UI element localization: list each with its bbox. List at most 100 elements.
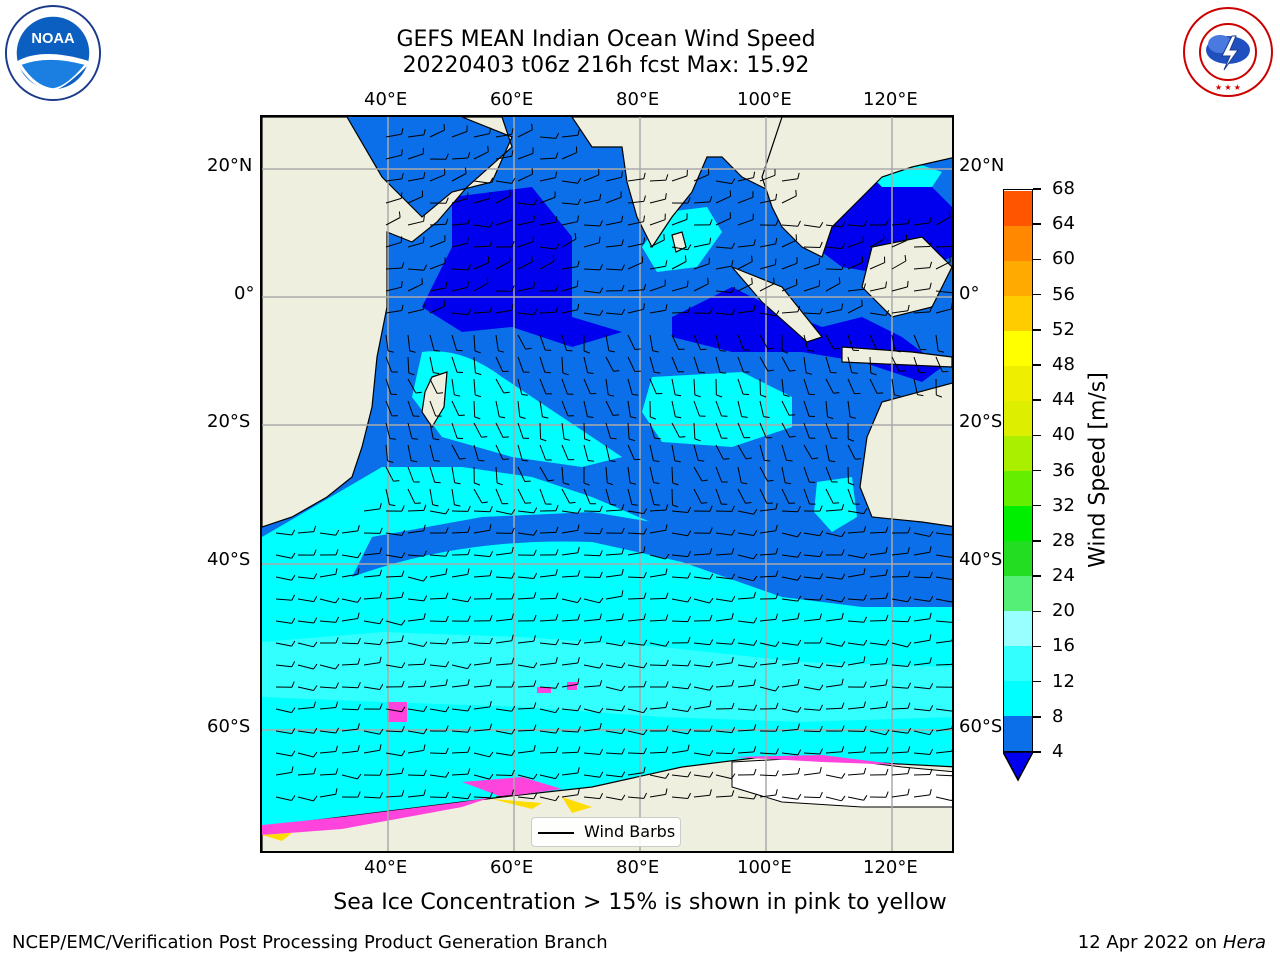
wind-barb-flag <box>709 789 712 796</box>
wind-barb <box>891 240 907 248</box>
wind-barb-flag <box>797 172 800 179</box>
wind-barb-flag <box>753 793 758 800</box>
wind-barb <box>385 752 402 757</box>
wind-barb <box>627 243 644 248</box>
wind-barb-flag <box>423 658 427 665</box>
colorbar-tick <box>1033 575 1041 577</box>
wind-barb <box>759 283 775 292</box>
wind-barb-flag <box>709 597 714 604</box>
wind-barb <box>649 707 666 710</box>
wind-barb-legend-line <box>538 832 574 834</box>
wind-barb-flag <box>511 509 516 515</box>
wind-barb-flag <box>379 547 382 554</box>
wind-barb <box>869 642 886 646</box>
wind-barb-flag <box>621 640 626 646</box>
wind-barb-flag <box>489 127 492 134</box>
wind-barb <box>627 466 631 483</box>
wind-barb <box>385 596 402 600</box>
wind-barb <box>473 422 482 438</box>
wind-barb <box>847 598 865 601</box>
wind-barb <box>429 752 447 754</box>
wind-barb-flag <box>863 552 868 559</box>
wind-barb <box>891 751 909 754</box>
wind-barb-flag <box>819 594 823 601</box>
wind-barb <box>517 173 533 182</box>
wind-barb-flag <box>577 546 580 553</box>
wind-12-16-band <box>262 632 952 722</box>
wind-barb-flag <box>841 725 845 732</box>
wind-barb <box>495 180 512 184</box>
wind-barb-flag <box>797 749 802 756</box>
wind-barb <box>319 707 336 710</box>
wind-barb-flag <box>833 347 840 350</box>
wind-barb <box>847 661 864 666</box>
wind-barb-flag <box>731 505 735 512</box>
wind-barb <box>759 264 776 270</box>
colorbar-tick <box>1033 293 1041 296</box>
wind-barb-flag <box>423 264 428 271</box>
colorbar-tick-label: 56 <box>1052 283 1075 305</box>
wind-barb-flag <box>533 702 537 709</box>
wind-barb <box>341 618 358 622</box>
wind-barb <box>693 334 701 350</box>
wind-barb <box>671 796 688 799</box>
wind-barb <box>781 773 799 776</box>
wind-barb <box>671 708 688 712</box>
wind-barb-flag <box>335 597 340 604</box>
wind-barb <box>407 153 424 160</box>
wind-barb-flag <box>423 641 428 647</box>
wind-barb-flag <box>411 438 418 440</box>
wind-barb <box>649 619 667 622</box>
wind-barb <box>407 488 416 504</box>
wind-barb-flag <box>566 349 573 352</box>
wind-barb <box>473 356 476 373</box>
wind-barb <box>737 444 747 460</box>
wind-barb <box>473 224 490 228</box>
colorbar-segment <box>1004 575 1032 611</box>
wind-barb <box>935 728 952 732</box>
wind-barb-flag <box>723 458 730 460</box>
wind-barb <box>319 532 336 536</box>
wind-barb-flag <box>467 505 471 512</box>
wind-barb-flag <box>684 255 687 262</box>
wind-barb <box>781 224 799 227</box>
wind-barb <box>891 707 909 710</box>
wind-barb-flag <box>533 744 536 752</box>
wind-barb <box>847 730 865 732</box>
wind-barb <box>429 444 435 461</box>
wind-barb-flag <box>687 244 692 250</box>
wind-barb <box>583 685 601 688</box>
wind-barb <box>803 664 820 669</box>
wind-barb <box>913 576 931 579</box>
wind-barb-flag <box>467 615 471 622</box>
wind-barb-flag <box>357 773 362 780</box>
wind-barb <box>451 708 468 712</box>
wind-barb <box>451 157 469 160</box>
wind-barb-flag <box>610 437 617 440</box>
wind-barb <box>803 334 809 351</box>
wind-barb <box>561 134 578 138</box>
wind-barb <box>759 488 768 504</box>
wind-barb-flag <box>775 310 780 316</box>
wind-barb-flag <box>753 171 756 178</box>
wind-barb-flag <box>665 524 668 531</box>
wind-barb-flag <box>555 152 559 159</box>
wind-barb <box>869 730 886 736</box>
wind-barb-flag <box>445 638 449 645</box>
lon-label-top: 80°E <box>616 89 660 110</box>
wind-barb-flag <box>467 217 471 224</box>
wind-barb <box>913 288 930 292</box>
wind-barb-flag <box>357 723 360 730</box>
wind-barb <box>517 400 521 417</box>
wind-barb-flag <box>643 662 648 669</box>
wind-barb <box>759 794 776 798</box>
wind-barb <box>605 686 622 692</box>
wind-barb-flag <box>675 394 682 397</box>
wind-barb <box>517 287 534 292</box>
wind-barb <box>451 773 469 776</box>
wind-barb <box>451 466 456 483</box>
wind-barb <box>385 664 402 669</box>
wind-barb-flag <box>599 707 604 714</box>
wind-barb-flag <box>599 287 604 294</box>
wind-barb <box>473 311 491 314</box>
